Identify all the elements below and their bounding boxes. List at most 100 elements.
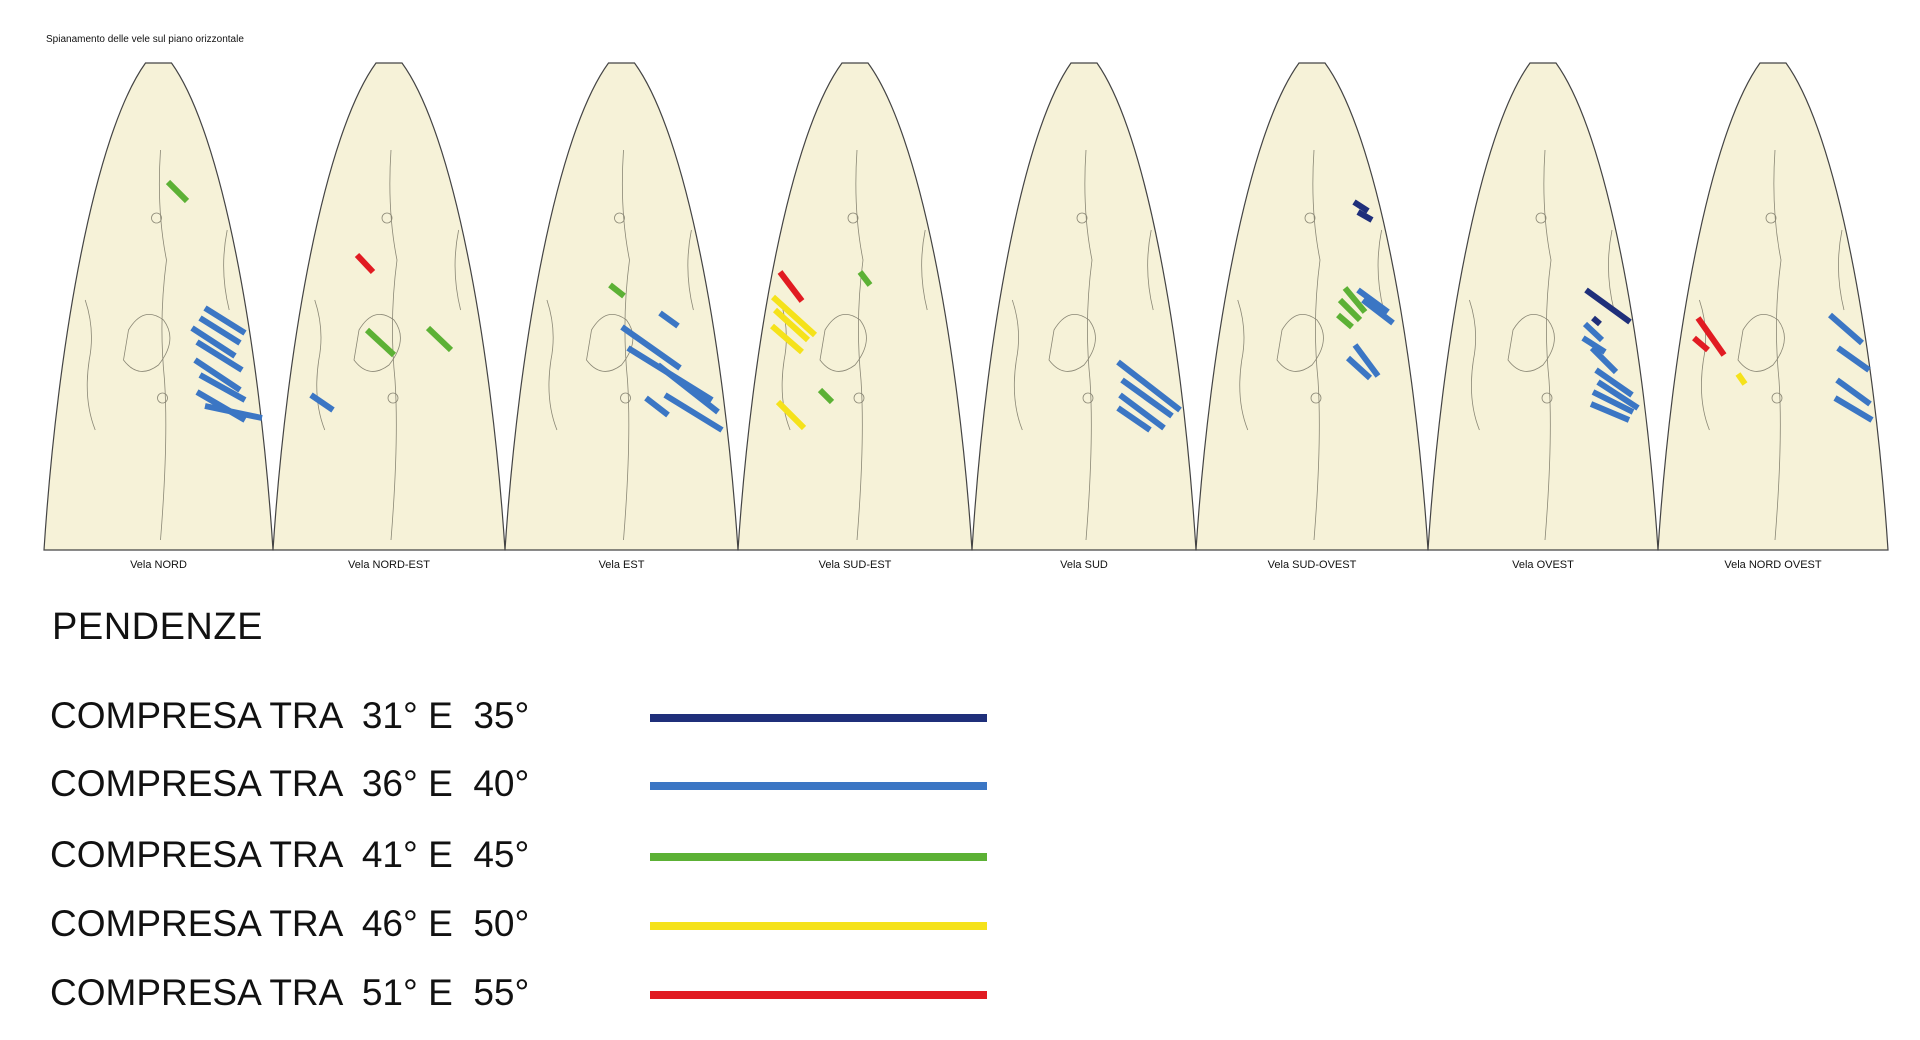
page-title: Spianamento delle vele sul piano orizzon… [46, 34, 244, 45]
slope-stroke [770, 323, 804, 355]
legend-title: PENDENZE [52, 606, 263, 648]
slope-stroke [1582, 321, 1605, 343]
slope-stroke [198, 315, 242, 346]
slope-stroke [1352, 343, 1381, 378]
slope-stroke [1835, 377, 1872, 407]
legend-line-blue [650, 782, 987, 790]
slope-stroke [1589, 401, 1631, 423]
sail-label-nord-ovest: Vela NORD OVEST [1724, 559, 1822, 571]
slope-stroke [425, 325, 454, 353]
slope-stroke [1345, 355, 1373, 381]
sail-shape [971, 62, 1197, 551]
slope-stroke [1589, 345, 1619, 375]
slope-stroke [193, 357, 242, 393]
sail-shape [1195, 62, 1429, 551]
sail-label-sud-est: Vela SUD-EST [818, 559, 892, 571]
sail-nord [43, 62, 274, 551]
sail-shape [1657, 62, 1889, 551]
legend-label: COMPRESA TRA 46° E 50° [50, 903, 530, 944]
sail-ovest [1427, 62, 1659, 551]
sail-label-nord-est: Vela NORD-EST [348, 559, 430, 571]
sail-shape [272, 62, 506, 551]
slope-stroke [1342, 286, 1368, 314]
fresco-details [1237, 149, 1384, 541]
slope-stroke [775, 399, 807, 431]
legend-item-41-45: COMPRESA TRA 41° E 45° [50, 834, 1050, 880]
slope-stroke [1695, 316, 1727, 357]
slope-stroke [663, 392, 724, 433]
legend-item-46-50: COMPRESA TRA 46° E 50° [50, 903, 1050, 949]
slope-stroke [1581, 335, 1607, 355]
slope-stroke [770, 294, 818, 338]
sail-shape [43, 62, 274, 551]
sail-sud-ovest [1195, 62, 1429, 551]
sail-label-nord: Vela NORD [130, 559, 187, 571]
sails-diagram [43, 62, 1889, 551]
slope-stroke [1337, 297, 1363, 323]
slope-stroke [1356, 287, 1390, 315]
slope-stroke [658, 310, 680, 329]
slope-stroke [1336, 312, 1354, 330]
sail-label-est: Vela EST [598, 559, 645, 571]
fresco-details [1011, 149, 1154, 541]
slope-stroke [1833, 395, 1874, 423]
slope-stroke [198, 372, 247, 403]
legend-line-navy [650, 714, 987, 722]
slope-stroke [1591, 389, 1635, 415]
slope-stroke [777, 270, 805, 303]
sail-label-sud: Vela SUD [1060, 559, 1108, 571]
slope-stroke [203, 305, 247, 336]
slope-stroke [309, 392, 335, 413]
slope-stroke [644, 395, 670, 418]
sail-label-sud-ovest: Vela SUD-OVEST [1267, 559, 1357, 571]
legend-item-36-40: COMPRESA TRA 36° E 40° [50, 763, 1050, 809]
legend-item-51-55: COMPRESA TRA 51° E 55° [50, 972, 1050, 1018]
slope-stroke [195, 339, 244, 373]
slope-stroke [1116, 405, 1152, 433]
legend-line-yellow [650, 922, 987, 930]
sail-nord-ovest [1657, 62, 1889, 551]
slope-stroke [1120, 377, 1174, 419]
slope-stroke [1594, 367, 1634, 398]
sail-sud-est [737, 62, 973, 551]
slope-stroke [817, 387, 835, 405]
legend-item-31-35: COMPRESA TRA 31° E 35° [50, 695, 1050, 741]
slope-stroke [656, 362, 720, 415]
slope-stroke [364, 327, 397, 358]
legend-label: COMPRESA TRA 36° E 40° [50, 763, 530, 804]
slope-stroke [354, 252, 376, 275]
slope-stroke [165, 179, 190, 204]
fresco-details [1699, 149, 1845, 541]
legend-label: COMPRESA TRA 51° E 55° [50, 972, 530, 1013]
legend-line-red [650, 991, 987, 999]
slope-stroke [772, 307, 811, 343]
sail-sud [971, 62, 1197, 551]
sail-nord-est [272, 62, 506, 551]
sail-shape [737, 62, 973, 551]
sail-est [504, 62, 739, 551]
sail-shape [1427, 62, 1659, 551]
slope-stroke [190, 325, 237, 359]
sail-label-ovest: Vela OVEST [1512, 559, 1574, 571]
slope-stroke [1596, 379, 1640, 411]
slope-stroke [1836, 345, 1871, 373]
slope-stroke [1356, 209, 1374, 223]
slope-stroke [1828, 312, 1864, 346]
legend-line-green [650, 853, 987, 861]
slope-stroke [1692, 335, 1710, 353]
slope-stroke [1584, 287, 1632, 325]
slope-stroke [1352, 199, 1370, 214]
slope-stroke [1361, 297, 1395, 326]
slope-stroke [620, 324, 682, 371]
sail-shape [504, 62, 739, 551]
slope-stroke [857, 270, 873, 287]
slope-stroke [1116, 359, 1182, 413]
slope-stroke [1735, 372, 1748, 386]
slope-stroke [608, 282, 626, 299]
legend-label: COMPRESA TRA 31° E 35° [50, 695, 530, 736]
fresco-details [1469, 149, 1615, 541]
fresco-details [84, 149, 230, 541]
slope-stroke [204, 403, 263, 421]
legend-label: COMPRESA TRA 41° E 45° [50, 834, 530, 875]
slope-stroke [1591, 315, 1602, 327]
